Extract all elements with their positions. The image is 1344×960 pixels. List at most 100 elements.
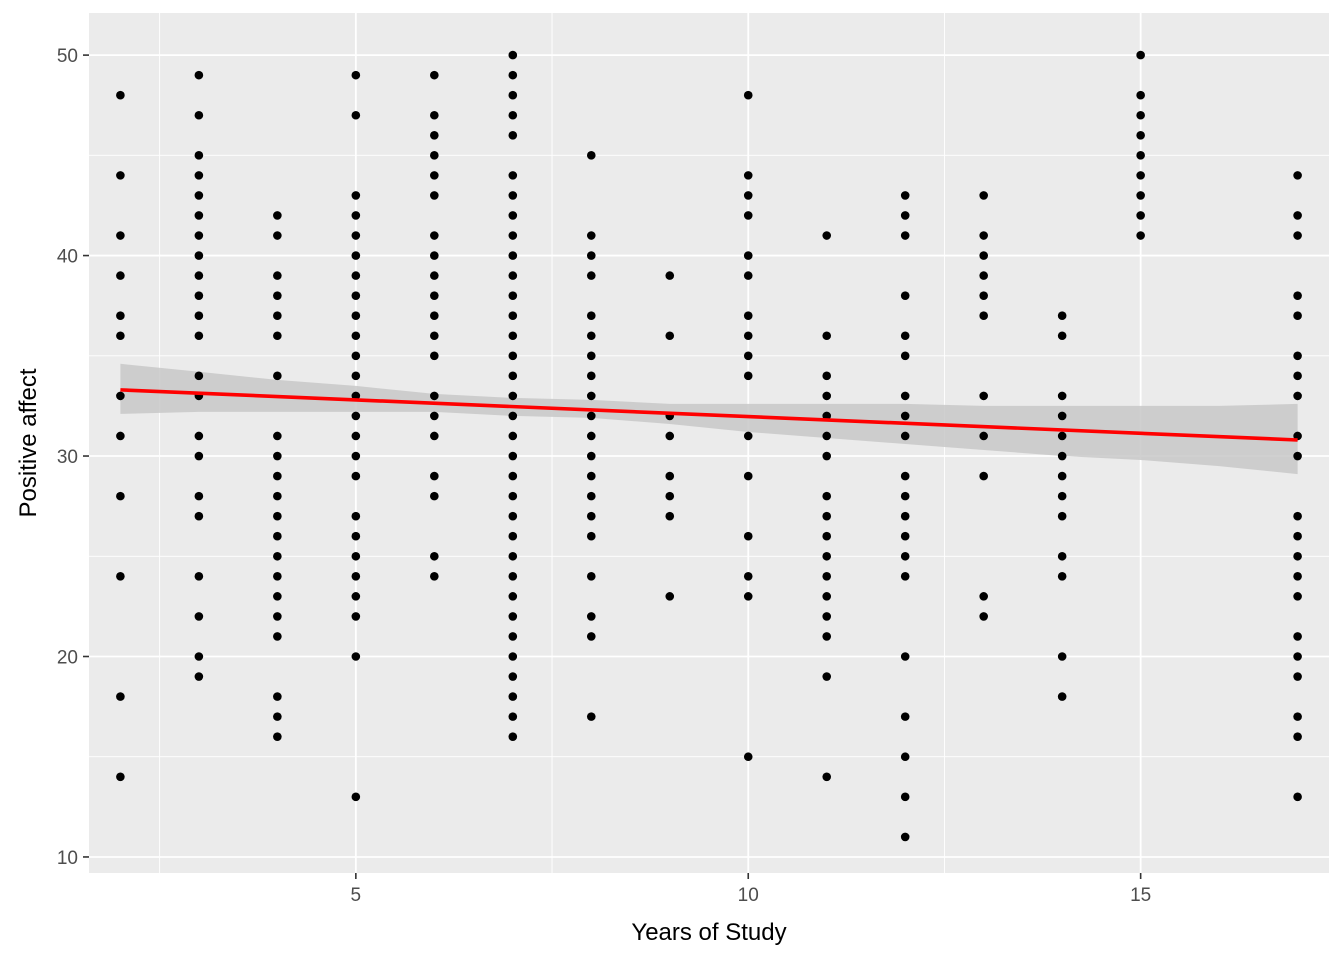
data-point [900,572,910,581]
data-point [273,211,282,220]
data-point [116,231,125,240]
data-point [351,211,361,220]
data-point [900,211,910,220]
data-point [1293,511,1302,521]
data-point [351,592,361,601]
data-point [273,551,282,561]
data-point [351,110,361,120]
data-point [1057,331,1067,341]
data-point [508,70,518,80]
data-point [273,371,282,381]
data-point [508,632,518,641]
data-point [1293,732,1302,741]
data-point [351,411,361,421]
data-point [508,371,518,381]
data-point [508,171,518,180]
data-point [586,311,596,321]
data-point [979,592,988,601]
data-point [900,491,910,501]
data-point [273,491,282,501]
data-point [1057,391,1067,401]
data-point [116,491,125,501]
data-point [1293,632,1302,641]
data-point [116,271,125,280]
fit-line [120,388,1298,442]
data-point [979,612,988,621]
data-point [508,572,518,581]
data-point [508,431,518,441]
data-point [273,271,282,280]
data-point [1293,211,1302,220]
data-point [1136,110,1145,120]
data-point [508,471,518,481]
data-point [1136,90,1145,100]
data-point [586,231,596,240]
data-point [351,231,361,240]
x-tick-label: 5 [351,885,362,906]
data-point [351,371,361,381]
data-point [1293,291,1302,300]
data-point [508,531,518,541]
data-point [508,652,518,661]
data-point [508,692,518,701]
fit-line-layer [120,388,1298,442]
data-point [194,431,204,441]
data-point [351,792,361,802]
data-point [116,431,125,441]
data-point [979,431,988,441]
data-point [1293,311,1302,321]
points-layer [116,50,1302,842]
data-point [430,151,439,160]
data-point [194,331,204,341]
data-point [900,551,910,561]
data-point [665,271,675,280]
data-point [351,431,361,441]
data-point [508,191,518,200]
data-point [116,171,125,180]
y-tick-label: 50 [57,46,78,67]
data-point [194,110,204,120]
x-tick-label: 15 [1130,885,1151,906]
data-point [743,191,753,200]
data-point [743,90,753,100]
data-point [900,331,910,341]
data-point [116,311,125,321]
data-point [273,632,282,641]
y-tick-label: 20 [57,647,78,668]
data-point [430,130,439,140]
data-point [743,211,753,220]
data-point [194,672,204,681]
data-point [116,331,125,341]
data-point [665,331,675,341]
data-point [586,531,596,541]
data-point [273,331,282,341]
data-point [273,732,282,741]
data-point [508,311,518,321]
data-point [586,351,596,361]
data-point [1293,451,1302,461]
data-point [351,291,361,300]
data-point [508,712,518,721]
data-point [430,391,439,401]
data-point [586,391,596,401]
data-point [743,331,753,341]
data-point [194,572,204,581]
data-point [822,431,832,441]
data-point [900,391,910,401]
data-point [194,271,204,280]
data-point [508,90,518,100]
data-point [430,191,439,200]
data-point [979,471,988,481]
data-point [900,191,910,200]
y-tick-label: 40 [57,247,78,268]
data-point [430,572,439,581]
data-point [1293,551,1302,561]
data-point [900,471,910,481]
data-point [508,351,518,361]
data-point [1057,471,1067,481]
data-point [1057,491,1067,501]
data-point [273,291,282,300]
data-point [822,231,832,240]
data-point [900,291,910,300]
data-point [822,331,832,341]
